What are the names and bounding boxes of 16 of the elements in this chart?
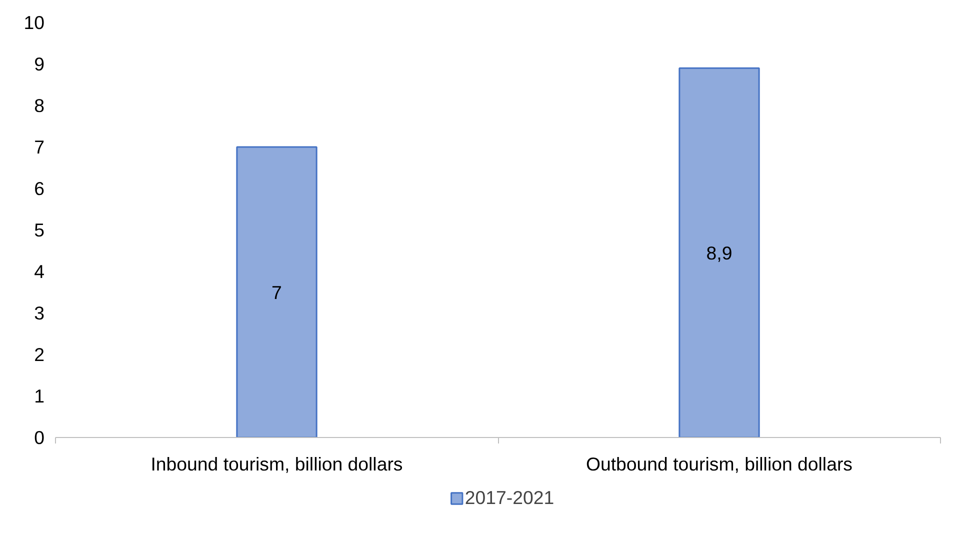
y-tick-label: 10 [24,12,45,33]
x-tick-label: Outbound tourism, billion dollars [586,454,853,474]
y-tick-label: 3 [34,302,45,324]
y-tick-label: 8 [34,95,45,116]
y-tick-label: 5 [34,220,45,240]
y-tick-label: 1 [34,386,45,406]
y-tick-label: 0 [34,427,45,448]
text: 7 [272,282,282,303]
y-tick-label: 7 [34,136,45,158]
x-tick-label: Inbound tourism, billion dollars [150,454,403,474]
y-tick-label: 2 [34,344,45,365]
text: 8,9 [706,242,732,264]
legend-label: 2017-2021 [464,487,554,509]
y-tick-label: 6 [34,178,45,199]
y-tick-label: 4 [34,261,45,282]
y-tick-label: 9 [34,54,45,74]
